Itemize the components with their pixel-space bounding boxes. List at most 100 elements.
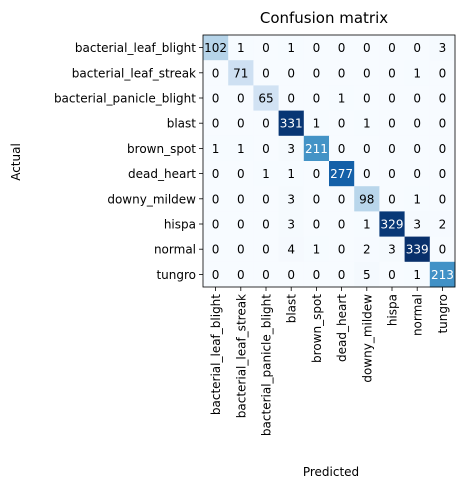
heatmap-cell (253, 110, 279, 137)
heatmap-cell (329, 85, 355, 111)
heatmap-cell (429, 261, 456, 288)
heatmap-cell (379, 261, 405, 288)
x-tick-label: blast (285, 294, 299, 324)
heatmap-cell (303, 236, 330, 263)
cell-value-label: 0 (262, 192, 270, 206)
cell-value-label: 1 (262, 167, 270, 181)
cell-value-label: 0 (237, 92, 245, 106)
heatmap-cell (429, 161, 456, 187)
y-tick-label: bacterial_panicle_blight (54, 92, 196, 106)
cell-value-label: 65 (258, 92, 273, 106)
heatmap-cell (429, 135, 456, 162)
cell-value-label: 1 (287, 167, 295, 181)
heatmap-cell (404, 60, 431, 86)
heatmap-cell (228, 186, 254, 212)
cell-value-label: 1 (363, 218, 371, 232)
heatmap-cell (354, 135, 380, 162)
cell-value-label: 0 (439, 142, 447, 156)
heatmap-cell (429, 236, 456, 263)
heatmap-cell (203, 85, 229, 111)
cell-value-label: 0 (313, 66, 321, 80)
cell-value-label: 0 (439, 167, 447, 181)
cell-value-label: 1 (413, 268, 421, 282)
heatmap-cell (329, 135, 355, 162)
cell-value-label: 0 (363, 167, 371, 181)
heatmap-cell (278, 261, 305, 288)
cell-value-label: 0 (439, 192, 447, 206)
heatmap-cell (354, 261, 380, 288)
cell-value-label: 2 (439, 218, 447, 232)
heatmap-cell (278, 35, 305, 61)
heatmap-cell (253, 85, 279, 111)
y-tick-label: blast (167, 117, 197, 131)
heatmap-cell (228, 261, 254, 288)
cell-value-label: 0 (313, 41, 321, 55)
heatmap-cell (278, 135, 305, 162)
heatmap-cell (303, 85, 330, 111)
cell-value-label: 0 (212, 117, 220, 131)
heatmap-cells: 1 0 2 1 0 1 0 0 0 0 0 3 0 71 0 0 0 0 0 0 1 0 0 0 65 0 0 1 0 0 0 0 0 0 0 3 3 1… (202, 34, 456, 288)
heatmap-cell (379, 161, 405, 187)
cell-value-label: 1 (287, 41, 295, 55)
heatmap-cell (228, 110, 254, 137)
heatmap-cell (404, 236, 431, 263)
heatmap-cell (329, 60, 355, 86)
cell-value-label: 0 (212, 167, 220, 181)
cell-value-label: 3 (287, 192, 295, 206)
cell-value-label: 0 (262, 268, 270, 282)
cell-value-label: 0 (388, 268, 396, 282)
heatmap-cell (253, 161, 279, 187)
heatmap-cell (329, 35, 355, 61)
cell-value-label: 0 (388, 167, 396, 181)
cell-value-label: 0 (262, 218, 270, 232)
heatmap-cell (228, 135, 254, 162)
heatmap-cell (404, 135, 431, 162)
cell-value-label: 0 (262, 243, 270, 257)
heatmap-cell (429, 35, 456, 61)
cell-value-label: 0 (237, 167, 245, 181)
cell-value-label: 0 (338, 41, 346, 55)
heatmap-cell (228, 35, 254, 61)
cell-value-label: 0 (237, 192, 245, 206)
heatmap-cell (203, 236, 229, 263)
cell-value-label: 3 (287, 218, 295, 232)
heatmap-cell (203, 186, 229, 212)
heatmap-cell (278, 186, 305, 212)
heatmap-cell (228, 60, 254, 86)
cell-value-label: 0 (388, 192, 396, 206)
heatmap-cell (379, 60, 405, 86)
cell-value-label: 1 (413, 192, 421, 206)
x-axis-label: Predicted (303, 465, 359, 479)
heatmap-cell (303, 261, 330, 288)
cell-value-label: 0 (313, 92, 321, 106)
heatmap-cell (228, 85, 254, 111)
heatmap-cell (404, 211, 431, 237)
heatmap-cell (278, 110, 305, 137)
cell-value-label: 3 (439, 41, 447, 55)
heatmap-cell (429, 211, 456, 237)
heatmap-cell (429, 110, 456, 137)
heatmap-cell (203, 161, 229, 187)
cell-value-label: 1 (237, 41, 245, 55)
cell-value-label: 0 (338, 142, 346, 156)
cell-value-label: 0 (338, 117, 346, 131)
heatmap-cell (203, 261, 229, 288)
heatmap-cell (203, 135, 229, 162)
cell-value-label: 4 (287, 243, 295, 257)
heatmap-cell (354, 236, 380, 263)
heatmap-cell (404, 85, 431, 111)
heatmap-cell (404, 261, 431, 288)
heatmap-cell (429, 186, 456, 212)
cell-value-label: 0 (237, 268, 245, 282)
cell-value-label: 0 (237, 243, 245, 257)
heatmap-cell (329, 211, 355, 237)
heatmap-cell (429, 85, 456, 111)
heatmap-cell (354, 35, 380, 61)
cell-value-label: 0 (313, 218, 321, 232)
heatmap-cell (354, 110, 380, 137)
heatmap-cell (379, 135, 405, 162)
cell-value-label: 71 (233, 66, 248, 80)
cell-value-label: 1 (313, 243, 321, 257)
cell-value-label: 0 (388, 92, 396, 106)
